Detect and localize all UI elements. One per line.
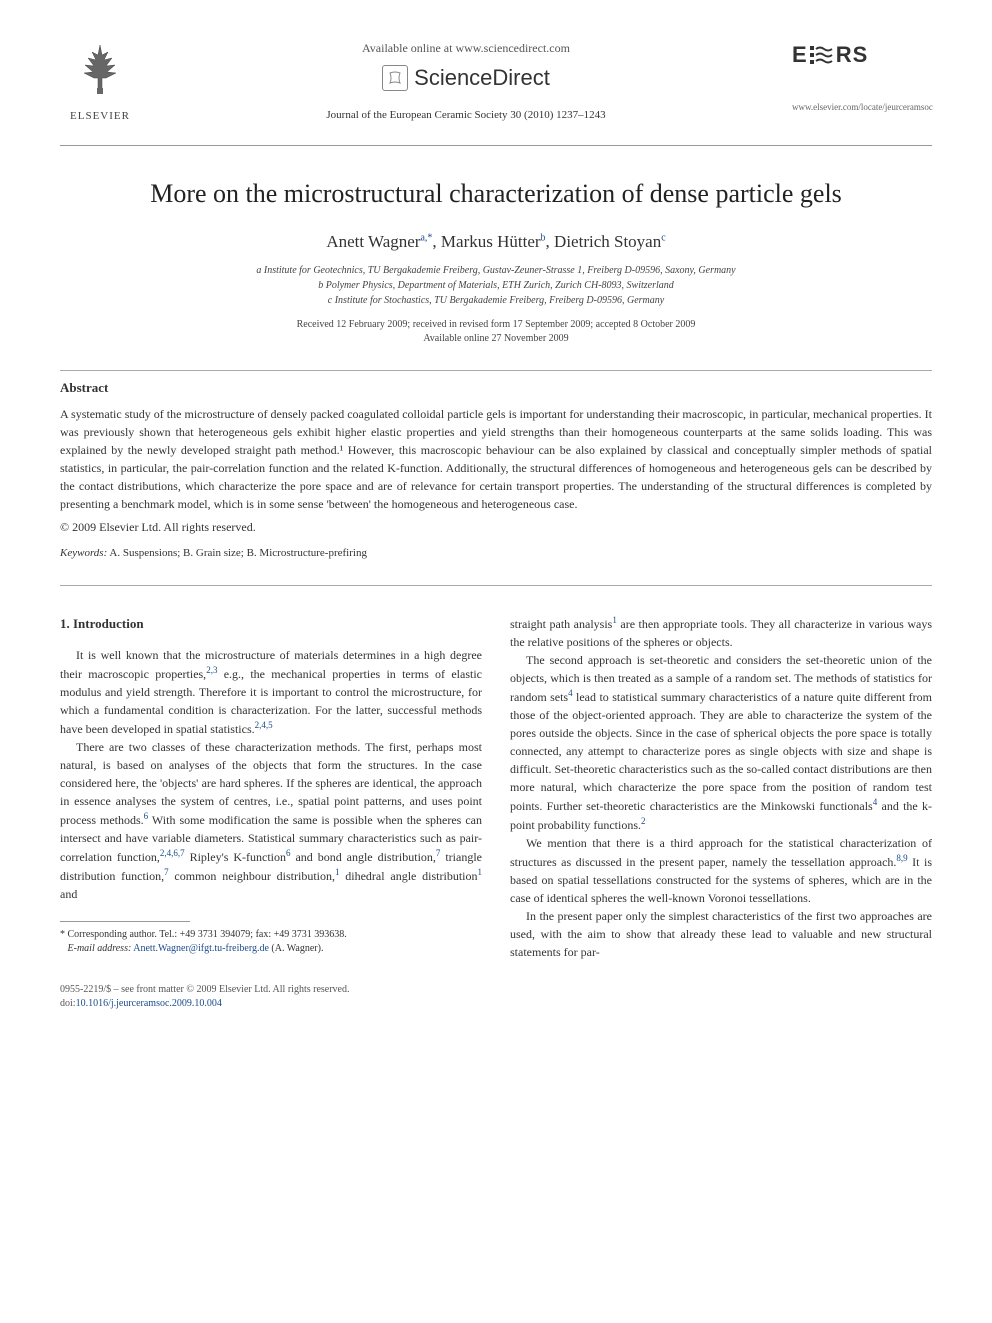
abstract-copyright: © 2009 Elsevier Ltd. All rights reserved… (60, 519, 932, 536)
footer-issn: 0955-2219/$ – see front matter © 2009 El… (60, 983, 932, 997)
ref-link[interactable]: 1 (478, 867, 483, 877)
intro-para-1: It is well known that the microstructure… (60, 646, 482, 738)
footnote-corr: * Corresponding author. Tel.: +49 3731 3… (60, 928, 482, 942)
corresponding-author-footnote: * Corresponding author. Tel.: +49 3731 3… (60, 928, 482, 956)
affiliations: a Institute for Geotechnics, TU Bergakad… (60, 264, 932, 308)
footer-doi-line: doi:10.1016/j.jeurceramsoc.2009.10.004 (60, 997, 932, 1011)
affiliation-c: c Institute for Stochastics, TU Bergakad… (60, 294, 932, 308)
sciencedirect-logo: ScienceDirect (140, 63, 792, 94)
abstract-heading: Abstract (60, 379, 932, 397)
journal-citation: Journal of the European Ceramic Society … (140, 108, 792, 123)
header-divider (60, 145, 932, 146)
dates-line2: Available online 27 November 2009 (60, 332, 932, 346)
sciencedirect-icon (382, 65, 408, 91)
author-2-affil[interactable]: b (541, 232, 546, 243)
footnote-separator (60, 921, 190, 922)
abstract-top-rule (60, 370, 932, 371)
elsevier-tree-icon (70, 40, 130, 100)
column-left: 1. Introduction It is well known that th… (60, 614, 482, 961)
ecers-e: E (792, 40, 808, 71)
footer-info: 0955-2219/$ – see front matter © 2009 El… (60, 983, 932, 1011)
available-online-text: Available online at www.sciencedirect.co… (140, 40, 792, 57)
ref-link[interactable]: 2,3 (206, 665, 217, 675)
ref-link[interactable]: 2 (641, 816, 646, 826)
sciencedirect-text: ScienceDirect (414, 63, 550, 94)
keywords: Keywords: A. Suspensions; B. Grain size;… (60, 546, 932, 561)
author-3: Dietrich Stoyan (554, 232, 661, 251)
authors-line: Anett Wagnera,*, Markus Hütterb, Dietric… (60, 230, 932, 254)
center-header: Available online at www.sciencedirect.co… (140, 40, 792, 123)
intro-para-5: In the present paper only the simplest c… (510, 907, 932, 961)
body-columns: 1. Introduction It is well known that th… (60, 614, 932, 961)
intro-para-4: We mention that there is a third approac… (510, 834, 932, 907)
author-1-corr[interactable]: * (427, 232, 432, 243)
footnote-email-name: (A. Wagner). (269, 943, 324, 954)
abstract-bottom-rule (60, 585, 932, 586)
ref-link[interactable]: 2,4,5 (255, 720, 273, 730)
elsevier-label: ELSEVIER (60, 109, 140, 124)
author-3-affil[interactable]: c (661, 232, 665, 243)
section-1-heading: 1. Introduction (60, 614, 482, 634)
intro-para-3: The second approach is set-theoretic and… (510, 651, 932, 834)
intro-para-2: There are two classes of these character… (60, 738, 482, 903)
footnote-email-label: E-mail address: (68, 943, 132, 954)
ecers-logo: E RS (792, 40, 932, 71)
ref-link[interactable]: 2,4,6,7 (160, 848, 185, 858)
journal-url: www.elsevier.com/locate/jeurceramsoc (792, 101, 932, 114)
abstract-text: A systematic study of the microstructure… (60, 405, 932, 513)
intro-para-2-cont: straight path analysis1 are then appropr… (510, 614, 932, 651)
header-row: ELSEVIER Available online at www.science… (60, 40, 932, 125)
footnote-email-line: E-mail address: Anett.Wagner@ifgt.tu-fre… (60, 942, 482, 956)
footer-doi[interactable]: 10.1016/j.jeurceramsoc.2009.10.004 (76, 998, 222, 1009)
ref-link[interactable]: 8,9 (896, 853, 907, 863)
keywords-text: A. Suspensions; B. Grain size; B. Micros… (107, 547, 367, 559)
affiliation-a: a Institute for Geotechnics, TU Bergakad… (60, 264, 932, 278)
author-1: Anett Wagner (326, 232, 420, 251)
affiliation-b: b Polymer Physics, Department of Materia… (60, 279, 932, 293)
wave-icon (810, 46, 834, 64)
ecers-rs: RS (836, 40, 869, 71)
footnote-email[interactable]: Anett.Wagner@ifgt.tu-freiberg.de (133, 943, 269, 954)
keywords-label: Keywords: (60, 547, 107, 559)
column-right: straight path analysis1 are then appropr… (510, 614, 932, 961)
article-title: More on the microstructural characteriza… (60, 176, 932, 212)
elsevier-logo: ELSEVIER (60, 40, 140, 125)
footer-doi-label: doi: (60, 998, 76, 1009)
dates-line1: Received 12 February 2009; received in r… (60, 318, 932, 332)
journal-logo-block: E RS www.elsevier.com/locate/jeurceramso… (792, 40, 932, 113)
author-2: Markus Hütter (441, 232, 541, 251)
article-dates: Received 12 February 2009; received in r… (60, 318, 932, 346)
